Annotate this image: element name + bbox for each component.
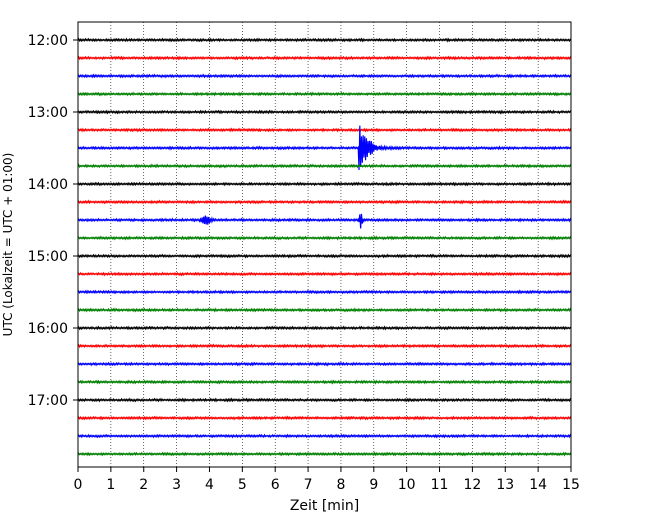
y-tick-label: 12:00 [28,33,68,49]
trace-7 [77,163,572,169]
y-tick-label: 15:00 [28,249,68,265]
trace-0 [77,37,572,43]
y-tick-label: 14:00 [28,177,68,193]
trace-10 [77,213,572,229]
trace-23 [77,451,572,457]
trace-1 [77,55,572,61]
grid-lines [110,22,539,467]
x-tick-label: 9 [369,477,378,493]
trace-9 [77,199,572,205]
traces [77,37,572,457]
y-axis-label: UTC (Lokalzeit = UTC + 01:00) [1,153,15,337]
trace-8 [77,181,572,187]
trace-17 [77,343,572,349]
y-tick-label: 16:00 [28,321,68,337]
x-tick-label: 10 [398,477,416,493]
trace-22 [77,433,572,439]
trace-3 [77,91,572,97]
x-tick-label: 3 [172,477,181,493]
y-axis-ticks: 12:00 13:00 14:00 15:00 16:00 17:00 [28,33,78,409]
trace-18 [77,361,572,367]
trace-19 [77,379,572,385]
x-tick-label: 15 [562,477,580,493]
trace-13 [77,271,572,277]
x-axis-ticks: 0 1 2 3 4 5 6 7 8 9 10 11 12 13 14 15 [74,467,580,493]
y-tick-label: 13:00 [28,105,68,121]
trace-16 [77,325,572,331]
trace-11 [77,235,572,241]
trace-4 [77,109,572,115]
x-tick-label: 5 [238,477,247,493]
x-tick-label: 2 [139,477,148,493]
x-tick-label: 4 [205,477,214,493]
trace-15 [77,307,572,313]
y-tick-label: 17:00 [28,393,68,409]
trace-21 [77,415,572,421]
x-tick-label: 0 [74,477,83,493]
trace-20 [77,397,572,403]
trace-5 [77,127,572,133]
plot-frame [77,21,572,468]
trace-12 [77,253,572,259]
x-tick-label: 8 [336,477,345,493]
x-tick-label: 13 [496,477,514,493]
x-tick-label: 1 [106,477,115,493]
x-tick-label: 11 [431,477,449,493]
x-tick-label: 6 [271,477,280,493]
trace-14 [77,289,572,295]
trace-2 [77,73,572,79]
x-tick-label: 7 [304,477,313,493]
x-tick-label: 12 [463,477,481,493]
trace-6 [77,125,572,171]
x-axis-label: Zeit [min] [290,498,359,514]
x-tick-label: 14 [529,477,547,493]
